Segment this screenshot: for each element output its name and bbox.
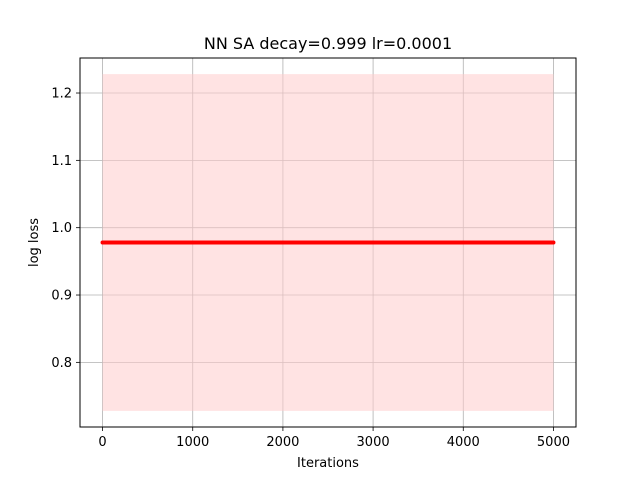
y-tick-label: 0.8 <box>51 356 72 371</box>
y-tick-label: 1.1 <box>51 154 72 169</box>
y-tick-label: 1.0 <box>51 221 72 236</box>
x-tick-label: 1000 <box>176 435 209 450</box>
x-tick-label: 3000 <box>357 435 390 450</box>
y-axis-label: log loss <box>27 218 42 267</box>
y-tick-label: 1.2 <box>51 87 72 102</box>
x-tick-label: 4000 <box>447 435 480 450</box>
x-axis-label: Iterations <box>297 456 359 471</box>
ticks: 0 1000 2000 3000 4000 5000 0.8 0.9 1.0 1.1 1.2 <box>51 87 570 450</box>
chart-title: NN SA decay=0.999 lr=0.0001 <box>204 34 452 53</box>
y-tick-label: 0.9 <box>51 289 72 304</box>
x-tick-label: 2000 <box>266 435 299 450</box>
x-tick-label: 5000 <box>537 435 570 450</box>
x-tick-label: 0 <box>98 435 106 450</box>
plot-frame <box>79 57 577 428</box>
